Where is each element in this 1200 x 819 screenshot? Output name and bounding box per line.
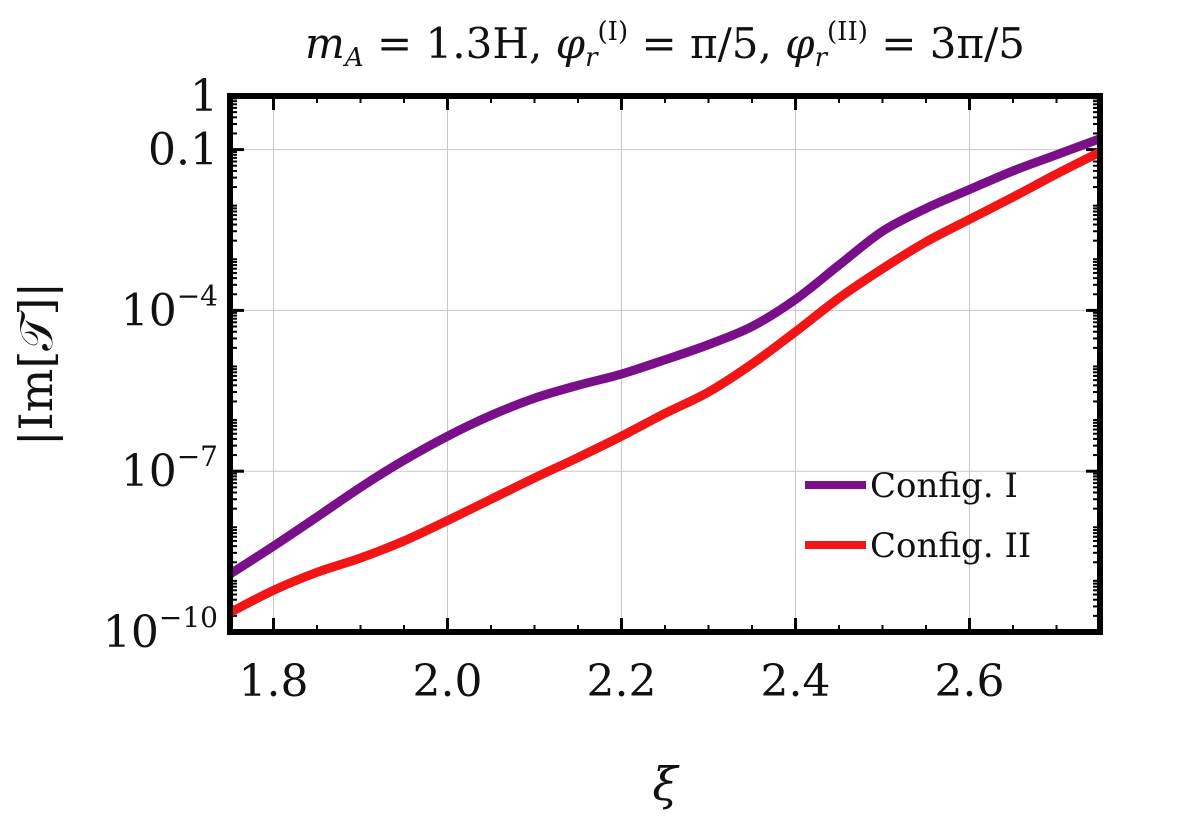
- series-line-config-2: [230, 148, 1100, 617]
- legend-label-config-1: Config. I: [870, 466, 1018, 506]
- y-tick-label: 0.1: [148, 125, 218, 176]
- plot-area: [230, 134, 1100, 617]
- plot-frame: [227, 93, 1103, 635]
- x-tick-label: 2.6: [935, 656, 1005, 707]
- y-tick-label: 10−7: [121, 440, 218, 497]
- x-tick-label: 1.8: [239, 656, 309, 707]
- x-tick-label: 2.0: [413, 656, 483, 707]
- y-tick-label: 10−4: [121, 279, 218, 336]
- tick-labels: 1.8 2.0 2.2 2.4 2.6 10.1 10−4 10−7 10−10: [103, 71, 1005, 707]
- x-tick-label: 2.2: [587, 656, 657, 707]
- legend: Config. I Config. II: [805, 466, 1031, 566]
- series-line-config-1: [230, 134, 1100, 578]
- x-tick-label: 2.4: [761, 656, 831, 707]
- y-tick-label: 10−10: [103, 601, 218, 658]
- y-tick-label: 1: [190, 71, 218, 122]
- x-axis-label: ξ: [652, 757, 680, 811]
- y-axis-label: |Im[𝒯]|: [9, 282, 63, 446]
- legend-label-config-2: Config. II: [870, 526, 1031, 566]
- chart-title: mA = 1.3H, φr(I) = π/5, φr(II) = 3π/5: [305, 17, 1025, 73]
